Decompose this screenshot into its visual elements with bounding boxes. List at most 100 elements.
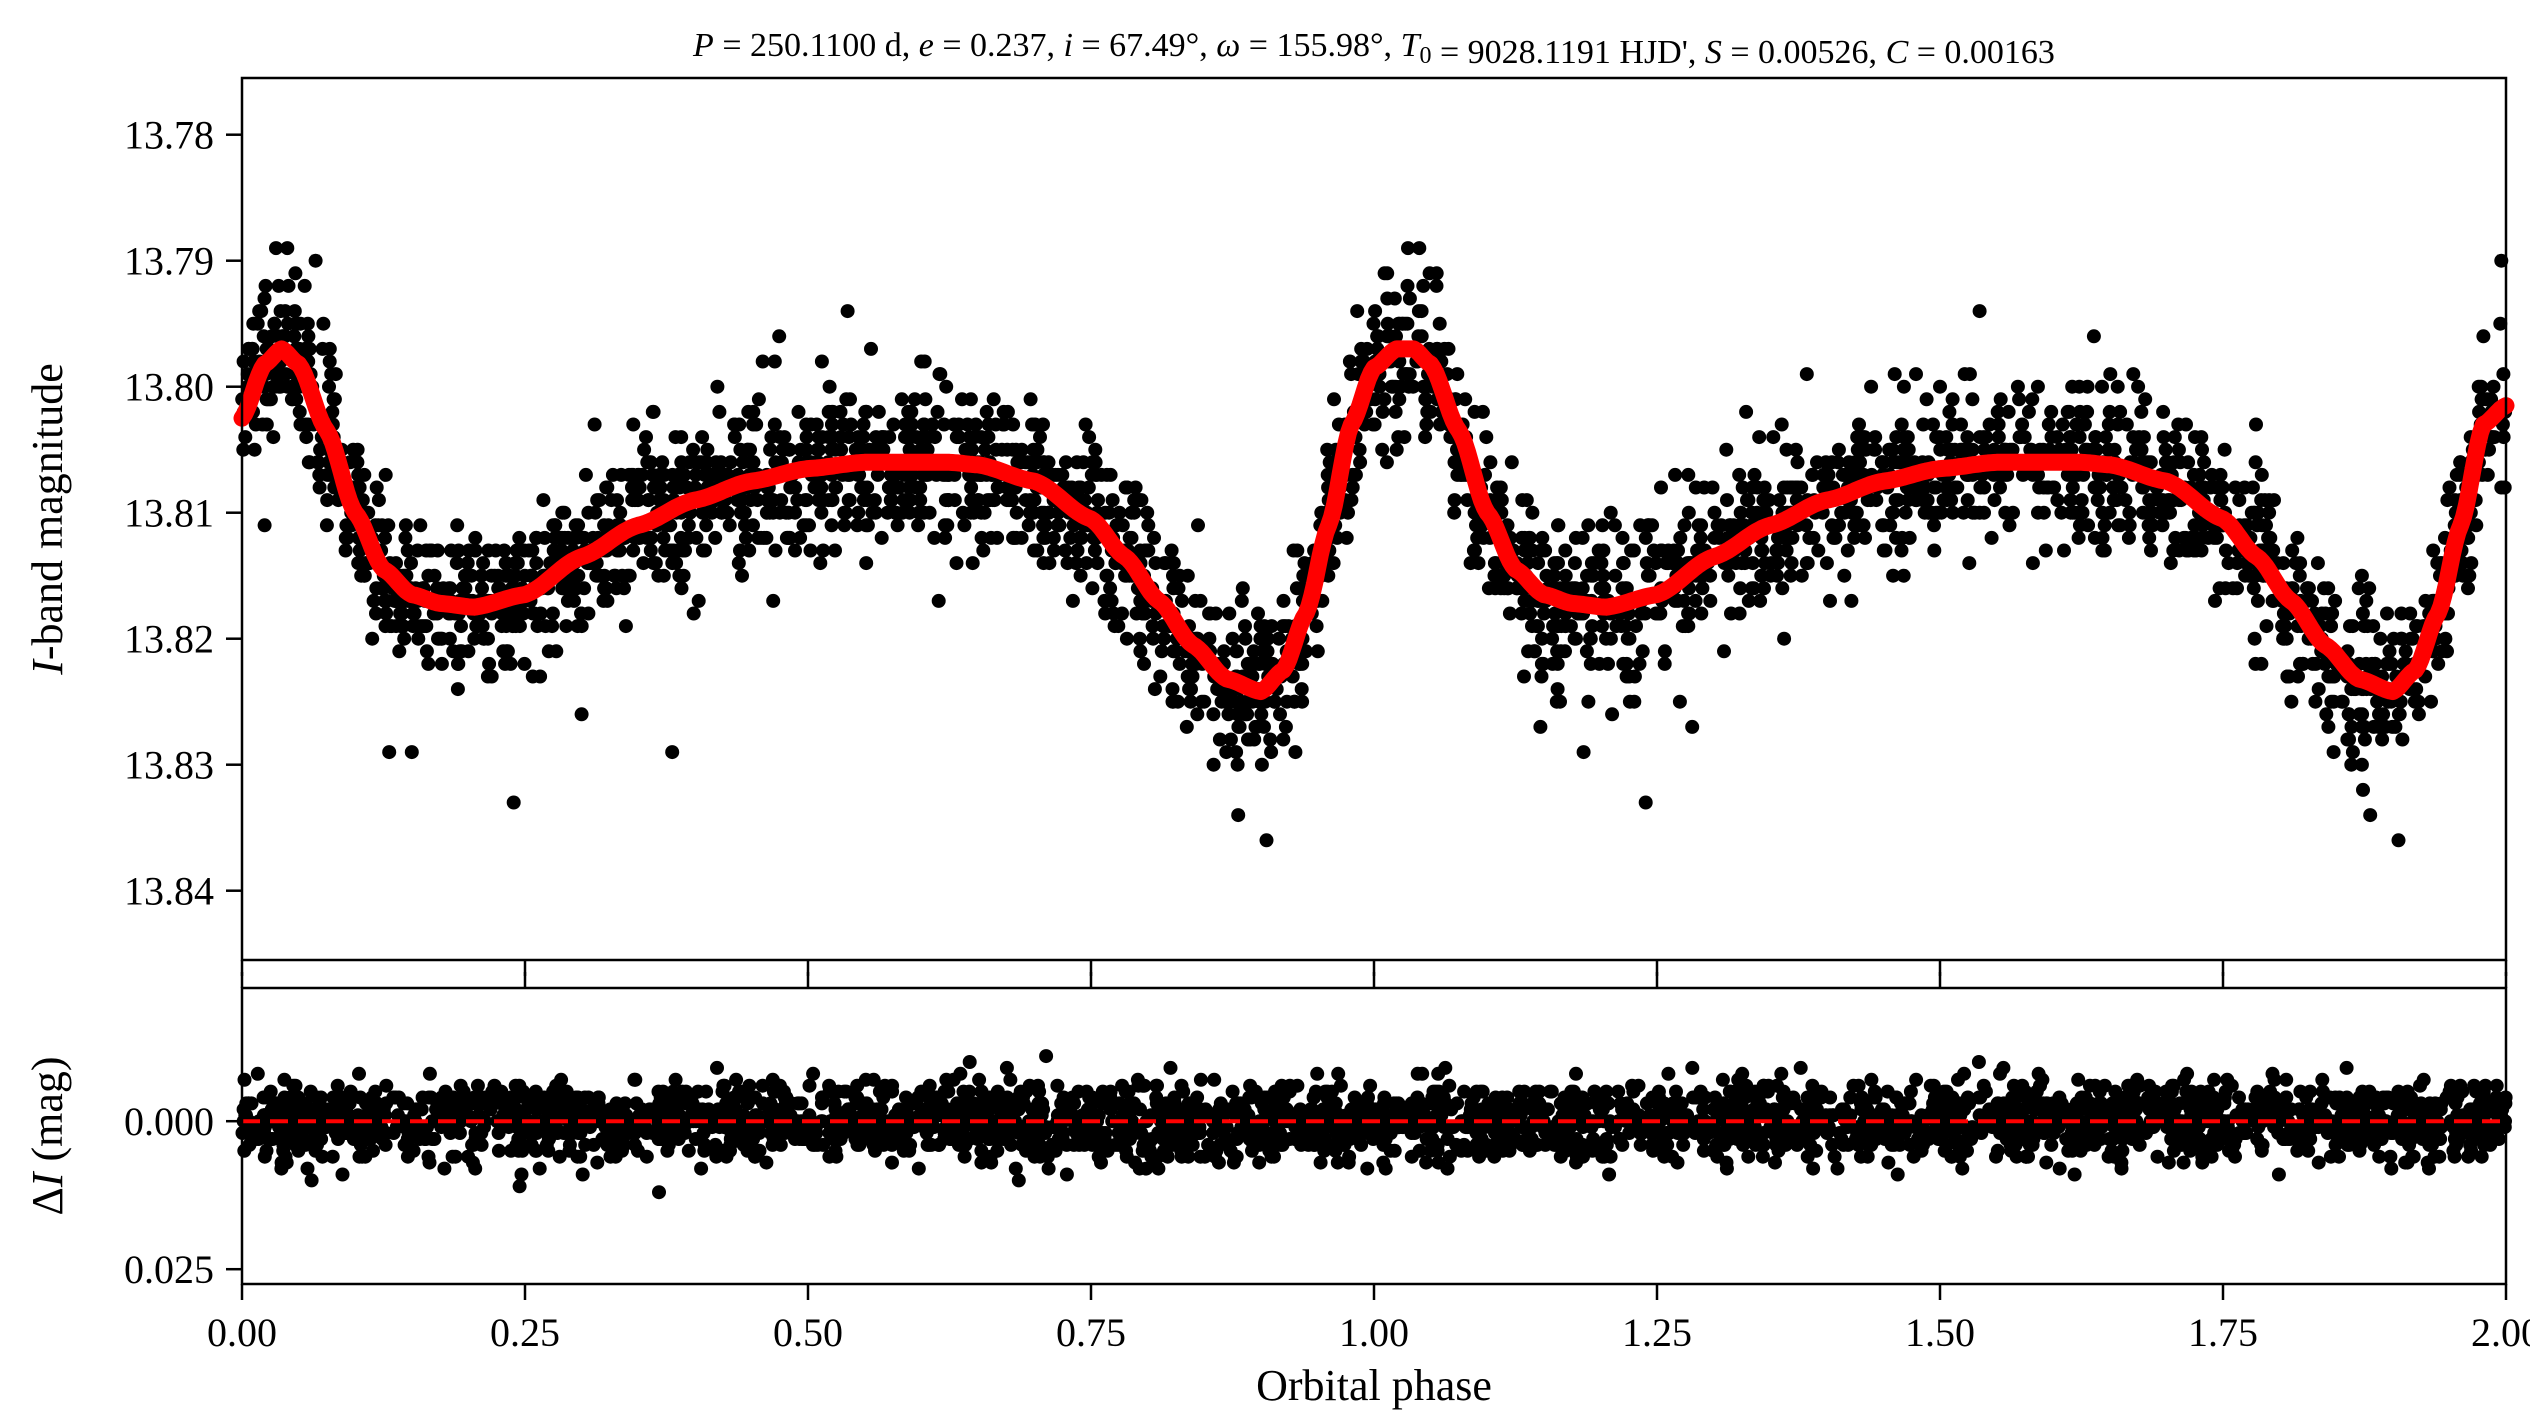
main-data-point bbox=[1537, 606, 1551, 621]
main-data-point bbox=[834, 442, 849, 457]
main-data-point bbox=[2384, 656, 2399, 671]
main-data-point bbox=[2111, 518, 2126, 533]
residual-data-point bbox=[279, 1155, 294, 1170]
main-data-point bbox=[979, 404, 994, 419]
main-data-point bbox=[1771, 556, 1785, 571]
main-data-point bbox=[1954, 417, 1968, 432]
residual-data-point bbox=[1955, 1161, 1970, 1176]
residual-data-point bbox=[759, 1155, 774, 1170]
main-data-point bbox=[266, 430, 281, 445]
residual-data-point bbox=[437, 1161, 452, 1176]
main-data-point bbox=[322, 341, 337, 356]
main-data-point bbox=[488, 543, 503, 558]
residual-data-point bbox=[2176, 1155, 2191, 1170]
main-y-axis-label-text: I-band magnitude bbox=[23, 363, 72, 676]
main-data-point bbox=[1558, 543, 1573, 558]
main-data-point bbox=[1327, 392, 1341, 407]
main-data-point bbox=[637, 442, 652, 457]
main-data-point bbox=[630, 467, 645, 482]
main-data-point bbox=[293, 417, 308, 432]
main-data-point bbox=[2014, 430, 2028, 445]
main-data-point bbox=[461, 543, 476, 558]
residual-data-point bbox=[1696, 1102, 1711, 1117]
main-data-point bbox=[525, 543, 540, 558]
main-data-point bbox=[236, 354, 251, 369]
main-data-point bbox=[1058, 455, 1073, 470]
main-data-point bbox=[2060, 404, 2075, 419]
residual-data-point bbox=[1008, 1161, 1023, 1176]
main-data-point bbox=[1294, 682, 1309, 697]
residual-data-point bbox=[1881, 1155, 1896, 1170]
main-data-point bbox=[676, 543, 691, 558]
residual-data-point bbox=[379, 1078, 394, 1093]
main-data-point bbox=[236, 442, 251, 457]
main-data-point bbox=[955, 392, 969, 407]
main-data-point bbox=[825, 417, 840, 432]
main-data-point bbox=[1136, 606, 1151, 621]
main-data-point bbox=[970, 493, 985, 508]
main-data-point bbox=[378, 530, 392, 545]
main-data-point bbox=[1531, 556, 1546, 571]
main-data-point bbox=[499, 556, 514, 571]
main-data-point bbox=[1088, 467, 1103, 482]
main-data-point bbox=[2257, 493, 2272, 508]
main-data-point bbox=[320, 493, 335, 508]
residual-data-point bbox=[1768, 1155, 1782, 1170]
residual-data-point bbox=[400, 1149, 415, 1164]
main-data-point bbox=[1775, 581, 1790, 596]
main-data-point bbox=[267, 316, 282, 331]
main-data-point bbox=[1726, 518, 1741, 533]
main-data-point bbox=[1757, 480, 1772, 495]
residual-data-point bbox=[2271, 1167, 2286, 1182]
main-data-point bbox=[575, 530, 590, 545]
main-data-point bbox=[1831, 442, 1846, 457]
main-data-point bbox=[2057, 543, 2071, 558]
main-data-point bbox=[1834, 505, 1849, 520]
main-data-point bbox=[1164, 543, 1179, 558]
main-data-point bbox=[653, 480, 668, 495]
main-data-point bbox=[759, 505, 774, 520]
main-data-point bbox=[328, 367, 343, 382]
main-data-point bbox=[2071, 530, 2086, 545]
main-data-point bbox=[1553, 644, 1568, 659]
main-data-point bbox=[2247, 505, 2262, 520]
main-data-point bbox=[484, 568, 499, 583]
main-data-point bbox=[1965, 442, 1980, 457]
residual-data-point bbox=[470, 1078, 485, 1093]
main-data-point bbox=[546, 518, 561, 533]
main-data-point bbox=[1950, 480, 1965, 495]
main-data-point bbox=[1753, 593, 1768, 608]
main-data-point bbox=[1635, 644, 1650, 659]
main-data-point bbox=[2247, 631, 2262, 646]
main-data-point bbox=[1947, 442, 1962, 457]
main-data-point bbox=[1027, 543, 1042, 558]
main-data-point bbox=[1576, 745, 1591, 760]
main-data-point bbox=[2090, 493, 2105, 508]
main-data-point bbox=[281, 278, 296, 293]
residual-data-point bbox=[1685, 1060, 1700, 1075]
main-data-point bbox=[1388, 379, 1403, 394]
main-data-point bbox=[1920, 493, 1935, 508]
main-data-point bbox=[512, 530, 527, 545]
main-data-point bbox=[2311, 682, 2326, 697]
main-data-point bbox=[1377, 266, 1392, 281]
main-data-point bbox=[1251, 656, 1266, 671]
main-data-point bbox=[300, 316, 315, 331]
main-data-point bbox=[2411, 694, 2426, 709]
residual-data-point bbox=[2052, 1161, 2067, 1176]
main-data-point bbox=[1375, 404, 1390, 419]
main-data-point bbox=[1889, 530, 1903, 545]
main-data-point bbox=[1088, 455, 1103, 470]
main-data-point bbox=[1081, 480, 1096, 495]
main-data-point bbox=[1534, 669, 1549, 684]
main-data-point bbox=[2440, 493, 2455, 508]
residual-data-point bbox=[1211, 1155, 1226, 1170]
main-data-point bbox=[1250, 719, 1264, 734]
main-data-point bbox=[1984, 530, 1999, 545]
main-data-point bbox=[382, 745, 397, 760]
main-data-point bbox=[1104, 593, 1119, 608]
residual-data-point bbox=[1252, 1155, 1267, 1170]
main-data-point bbox=[1153, 669, 1168, 684]
main-data-point bbox=[639, 430, 653, 445]
